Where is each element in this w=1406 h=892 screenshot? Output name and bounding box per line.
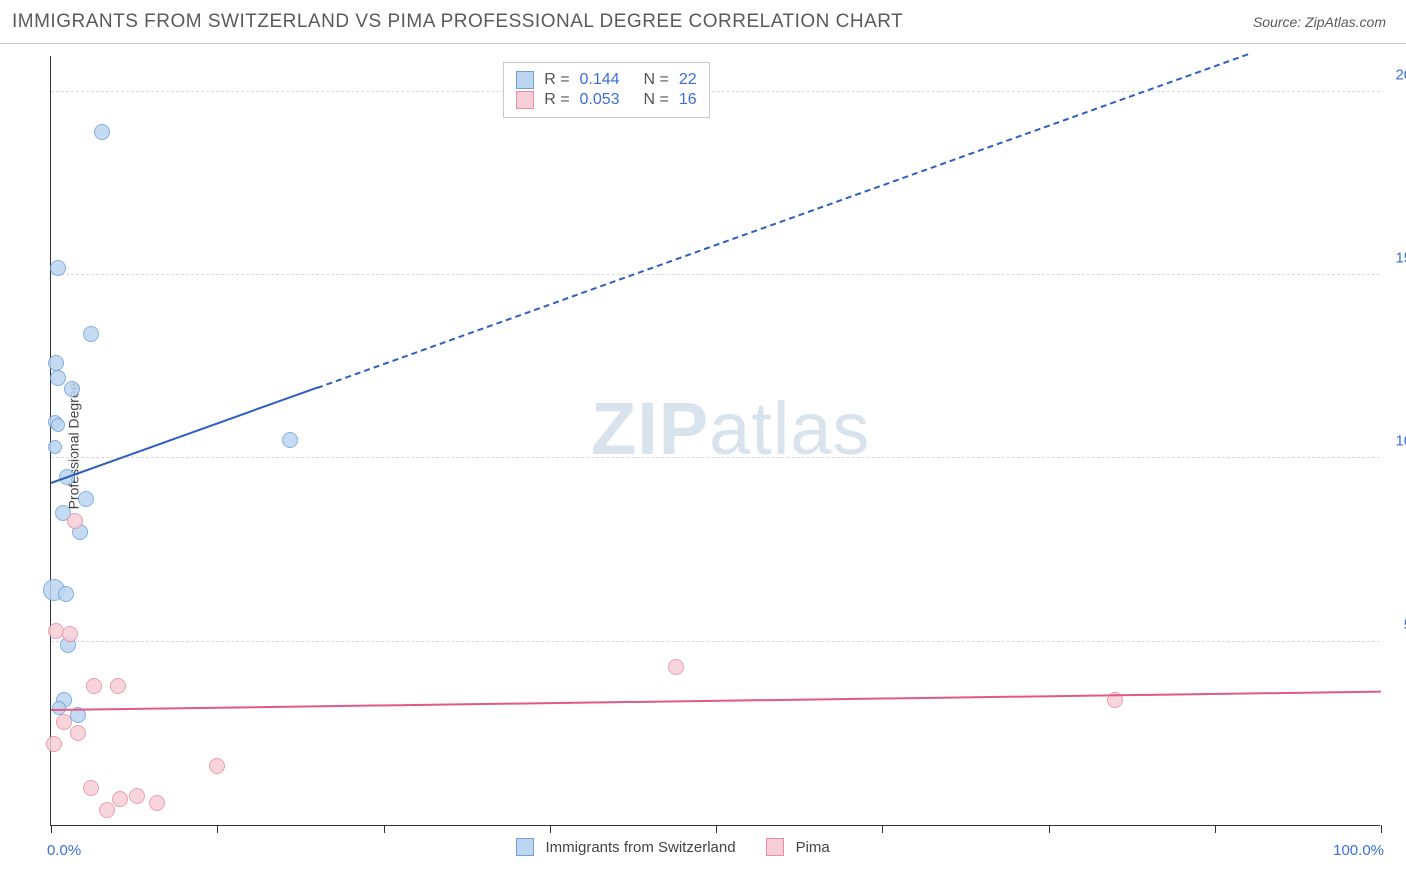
- legend-swatch: [516, 838, 534, 856]
- data-point: [50, 370, 66, 386]
- data-point: [56, 714, 72, 730]
- x-tick: [1381, 825, 1382, 833]
- data-point: [50, 260, 66, 276]
- data-point: [48, 440, 62, 454]
- x-tick: [217, 825, 218, 833]
- legend-label: Immigrants from Switzerland: [546, 839, 736, 856]
- trend-line-dashed: [317, 53, 1249, 389]
- x-tick: [384, 825, 385, 833]
- data-point: [668, 659, 684, 675]
- data-point: [86, 678, 102, 694]
- legend-swatch: [516, 71, 534, 89]
- data-point: [52, 701, 66, 715]
- x-tick: [882, 825, 883, 833]
- x-axis-max-label: 100.0%: [1333, 842, 1384, 859]
- trend-line: [51, 691, 1381, 711]
- x-tick: [1215, 825, 1216, 833]
- chart-header: IMMIGRANTS FROM SWITZERLAND VS PIMA PROF…: [0, 0, 1406, 44]
- series-legend: Immigrants from Switzerland Pima: [516, 838, 848, 856]
- data-point: [46, 736, 62, 752]
- stats-legend: R =0.144N =22 R =0.053N =16: [503, 62, 709, 118]
- x-tick: [1049, 825, 1050, 833]
- gridline: [51, 457, 1380, 458]
- y-tick-label: 20.0%: [1395, 66, 1406, 83]
- x-axis-min-label: 0.0%: [47, 842, 81, 859]
- data-point: [110, 678, 126, 694]
- data-point: [99, 802, 115, 818]
- data-point: [48, 355, 64, 371]
- data-point: [58, 586, 74, 602]
- stats-legend-row: R =0.144N =22: [516, 71, 696, 89]
- x-tick: [550, 825, 551, 833]
- source-attribution: Source: ZipAtlas.com: [1253, 14, 1386, 30]
- legend-swatch: [516, 91, 534, 109]
- data-point: [64, 381, 80, 397]
- legend-swatch: [766, 838, 784, 856]
- x-tick: [51, 825, 52, 833]
- x-tick: [716, 825, 717, 833]
- data-point: [83, 326, 99, 342]
- gridline: [51, 91, 1380, 92]
- legend-label: Pima: [796, 839, 830, 856]
- stats-legend-row: R =0.053N =16: [516, 91, 696, 109]
- gridline: [51, 641, 1380, 642]
- data-point: [209, 758, 225, 774]
- data-point: [129, 788, 145, 804]
- data-point: [83, 780, 99, 796]
- data-point: [78, 491, 94, 507]
- gridline: [51, 274, 1380, 275]
- y-tick-label: 15.0%: [1395, 250, 1406, 267]
- data-point: [282, 432, 298, 448]
- plot-area: ZIPatlas 5.0%10.0%15.0%20.0%0.0%100.0%R …: [50, 56, 1380, 826]
- data-point: [51, 418, 65, 432]
- data-point: [112, 791, 128, 807]
- data-point: [62, 626, 78, 642]
- data-point: [94, 124, 110, 140]
- data-point: [70, 725, 86, 741]
- chart-title: IMMIGRANTS FROM SWITZERLAND VS PIMA PROF…: [12, 11, 903, 33]
- data-point: [149, 795, 165, 811]
- trend-line: [51, 387, 318, 484]
- data-point: [67, 513, 83, 529]
- y-tick-label: 10.0%: [1395, 433, 1406, 450]
